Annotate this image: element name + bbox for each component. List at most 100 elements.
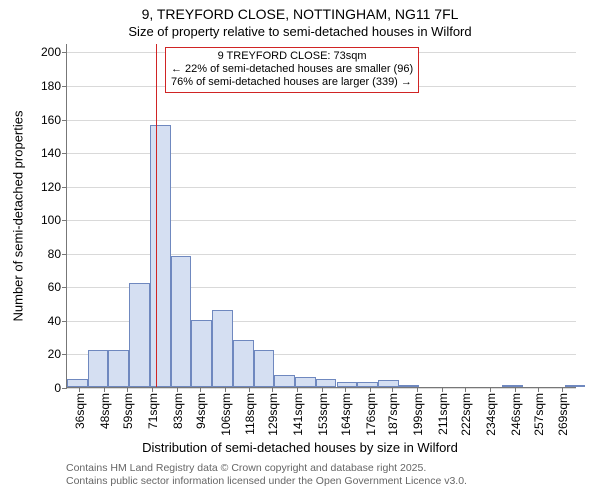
ytick-mark <box>62 354 67 355</box>
xtick-mark <box>562 387 563 392</box>
ytick-label: 100 <box>41 213 61 227</box>
xtick-mark <box>104 387 105 392</box>
histogram-bar <box>191 320 212 387</box>
ytick-label: 20 <box>48 347 61 361</box>
chart-title: 9, TREYFORD CLOSE, NOTTINGHAM, NG11 7FL <box>0 6 600 22</box>
ytick-label: 200 <box>41 45 61 59</box>
annotation-line: 9 TREYFORD CLOSE: 73sqm <box>171 50 413 63</box>
gridline <box>67 153 576 154</box>
annotation-line: 76% of semi-detached houses are larger (… <box>171 76 413 89</box>
ytick-mark <box>62 321 67 322</box>
ytick-mark <box>62 52 67 53</box>
xtick-mark <box>370 387 371 392</box>
annotation-box: 9 TREYFORD CLOSE: 73sqm← 22% of semi-det… <box>165 47 419 93</box>
ytick-label: 120 <box>41 180 61 194</box>
xtick-mark <box>515 387 516 392</box>
ytick-mark <box>62 187 67 188</box>
histogram-bar <box>150 125 171 387</box>
xtick-label: 164sqm <box>339 393 353 436</box>
xtick-label: 59sqm <box>121 393 135 429</box>
gridline <box>67 220 576 221</box>
gridline <box>67 187 576 188</box>
x-axis-label: Distribution of semi-detached houses by … <box>0 440 600 455</box>
histogram-bar <box>171 256 192 387</box>
ytick-mark <box>62 220 67 221</box>
gridline <box>67 254 576 255</box>
marker-line <box>156 44 157 387</box>
xtick-label: 83sqm <box>171 393 185 429</box>
credits-line-1: Contains HM Land Registry data © Crown c… <box>66 462 467 475</box>
histogram-bar <box>274 375 295 387</box>
ytick-label: 80 <box>48 247 61 261</box>
xtick-mark <box>79 387 80 392</box>
xtick-label: 36sqm <box>73 393 87 429</box>
histogram-bar <box>399 385 420 387</box>
ytick-mark <box>62 120 67 121</box>
chart-subtitle: Size of property relative to semi-detach… <box>0 24 600 39</box>
xtick-label: 106sqm <box>219 393 233 436</box>
chart-container: 9, TREYFORD CLOSE, NOTTINGHAM, NG11 7FL … <box>0 0 600 500</box>
xtick-label: 222sqm <box>459 393 473 436</box>
xtick-mark <box>177 387 178 392</box>
histogram-bar <box>212 310 233 387</box>
ytick-label: 0 <box>54 381 61 395</box>
xtick-mark <box>538 387 539 392</box>
histogram-bar <box>337 382 358 387</box>
histogram-bar <box>295 377 316 387</box>
ytick-label: 60 <box>48 280 61 294</box>
ytick-label: 40 <box>48 314 61 328</box>
credits: Contains HM Land Registry data © Crown c… <box>66 462 467 488</box>
ytick-mark <box>62 388 67 389</box>
gridline <box>67 120 576 121</box>
histogram-bar <box>378 380 399 387</box>
histogram-bar <box>502 385 523 387</box>
ytick-label: 140 <box>41 146 61 160</box>
xtick-label: 94sqm <box>194 393 208 429</box>
annotation-line: ← 22% of semi-detached houses are smalle… <box>171 63 413 76</box>
xtick-mark <box>322 387 323 392</box>
histogram-bar <box>357 382 378 387</box>
ytick-label: 160 <box>41 113 61 127</box>
xtick-mark <box>249 387 250 392</box>
xtick-label: 118sqm <box>243 393 257 435</box>
ytick-mark <box>62 153 67 154</box>
xtick-label: 199sqm <box>411 393 425 436</box>
xtick-label: 129sqm <box>266 393 280 436</box>
histogram-bar <box>88 350 109 387</box>
xtick-label: 211sqm <box>436 393 450 435</box>
histogram-bar <box>108 350 129 387</box>
xtick-mark <box>417 387 418 392</box>
y-axis-label: Number of semi-detached properties <box>11 111 26 322</box>
xtick-mark <box>297 387 298 392</box>
xtick-label: 269sqm <box>556 393 570 436</box>
xtick-mark <box>442 387 443 392</box>
histogram-bar <box>233 340 254 387</box>
ytick-label: 180 <box>41 79 61 93</box>
xtick-mark <box>392 387 393 392</box>
histogram-bar <box>67 379 88 387</box>
histogram-bar <box>129 283 150 387</box>
xtick-mark <box>127 387 128 392</box>
xtick-mark <box>490 387 491 392</box>
xtick-label: 71sqm <box>146 393 160 429</box>
xtick-label: 48sqm <box>98 393 112 429</box>
xtick-mark <box>465 387 466 392</box>
histogram-bar <box>254 350 275 387</box>
xtick-mark <box>345 387 346 392</box>
xtick-label: 153sqm <box>316 393 330 436</box>
plot-area: 02040608010012014016018020036sqm48sqm59s… <box>66 44 576 388</box>
xtick-label: 187sqm <box>386 393 400 436</box>
xtick-mark <box>200 387 201 392</box>
ytick-mark <box>62 287 67 288</box>
credits-line-2: Contains public sector information licen… <box>66 475 467 488</box>
xtick-mark <box>272 387 273 392</box>
ytick-mark <box>62 254 67 255</box>
xtick-label: 246sqm <box>509 393 523 436</box>
xtick-mark <box>152 387 153 392</box>
ytick-mark <box>62 86 67 87</box>
xtick-label: 257sqm <box>532 393 546 436</box>
xtick-label: 234sqm <box>484 393 498 436</box>
xtick-mark <box>225 387 226 392</box>
xtick-label: 176sqm <box>364 393 378 436</box>
histogram-bar <box>565 385 586 387</box>
